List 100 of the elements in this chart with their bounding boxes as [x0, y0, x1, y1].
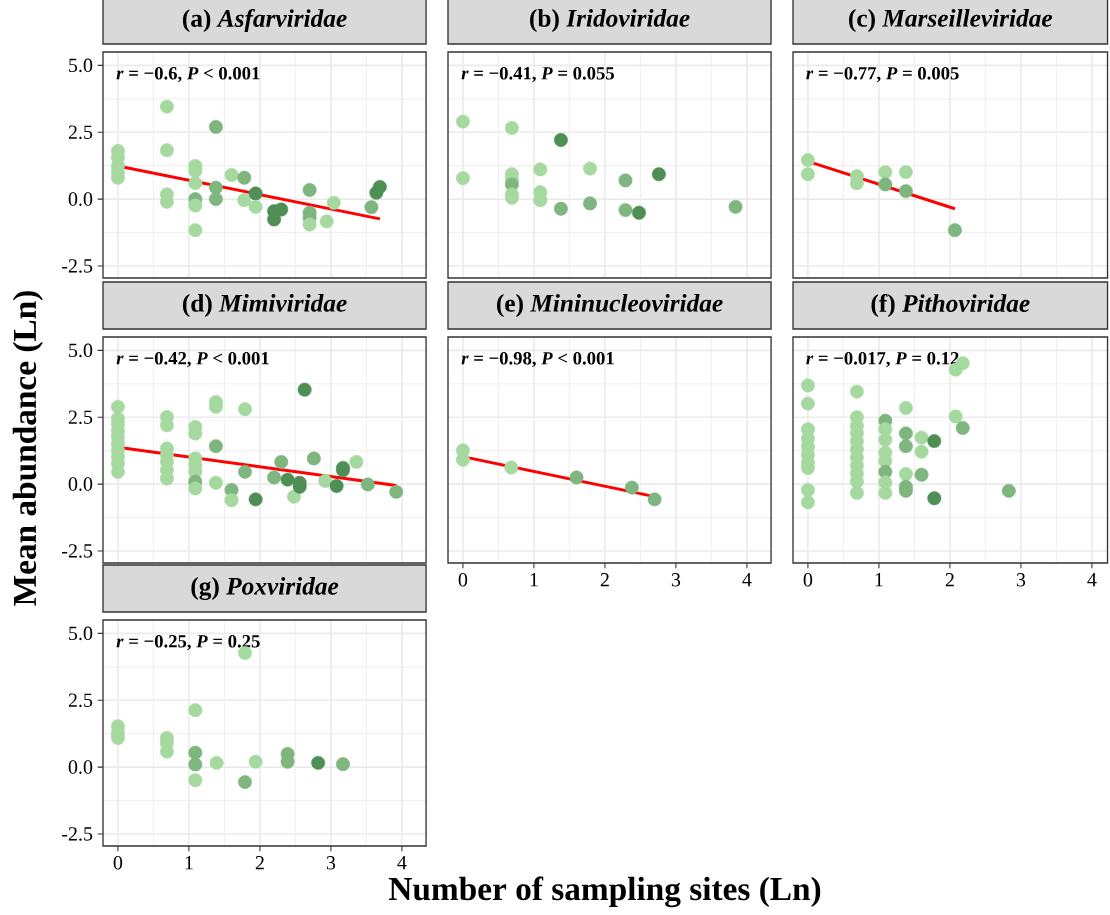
point [208, 180, 223, 195]
point [297, 382, 312, 397]
chart-title: (g) Poxviridae [191, 576, 339, 601]
point [267, 470, 282, 485]
point [800, 378, 815, 393]
point [553, 201, 568, 216]
y-tick-label: 5.0 [69, 626, 93, 641]
chart-title: (c) Marseilleviridae [849, 9, 1053, 32]
point [618, 203, 633, 218]
point [533, 162, 548, 177]
point [329, 479, 344, 493]
point [651, 167, 666, 182]
chart-title: (e) Mininucleoviridae [497, 294, 723, 317]
x-tick-label: 0 [113, 856, 123, 870]
point [878, 486, 893, 500]
point [948, 409, 963, 424]
y-tick-label: 5.0 [69, 343, 93, 358]
point [311, 755, 326, 770]
point [898, 184, 913, 199]
point [188, 703, 203, 718]
point [504, 121, 519, 135]
annotation: r = −0.017, P = 0.12 [806, 351, 959, 368]
point [624, 480, 639, 495]
point [302, 183, 317, 197]
chart-title: (a) Asfarviridae [182, 8, 347, 33]
point [914, 467, 929, 482]
point [372, 179, 387, 194]
point [800, 483, 815, 497]
point [188, 481, 203, 496]
point [224, 168, 239, 182]
point [878, 432, 893, 447]
x-tick-label: 3 [1016, 573, 1026, 587]
point [248, 199, 263, 214]
chart-title: (b) Iridoviridae [530, 9, 690, 32]
point [274, 454, 289, 469]
point [302, 217, 317, 232]
point [188, 773, 203, 788]
point [455, 114, 470, 129]
point [326, 195, 341, 210]
point [800, 495, 815, 510]
annotation: r = −0.77, P = 0.005 [806, 66, 959, 83]
point [927, 491, 942, 506]
point [898, 439, 913, 454]
x-tick-label: 4 [742, 573, 752, 587]
point [1001, 483, 1016, 498]
point [583, 196, 597, 211]
point [583, 161, 597, 176]
point [553, 133, 568, 147]
point [238, 402, 252, 417]
x-tick-label: 2 [255, 856, 264, 870]
point [209, 755, 224, 770]
x-tick-label: 3 [671, 573, 681, 587]
point [898, 426, 913, 441]
x-tick-label: 4 [397, 856, 407, 870]
y-tick-label: 2.5 [68, 125, 93, 140]
point [800, 167, 815, 182]
annotation: r = −0.25, P = 0.25 [116, 634, 260, 651]
point [364, 200, 379, 215]
point [800, 153, 815, 167]
y-tick-label: 0.0 [68, 760, 93, 774]
x-tick-label: 0 [803, 573, 813, 587]
point [208, 475, 223, 490]
y-tick-label: 5.0 [69, 58, 93, 73]
point [632, 205, 646, 220]
y-tick-label: -2.5 [62, 544, 93, 558]
annotation: r = −0.6, P < 0.001 [116, 66, 260, 83]
point [287, 489, 301, 504]
chart-title: (d) Mimiviridae [182, 294, 347, 317]
point [188, 745, 203, 760]
annotation: r = −0.41, P = 0.055 [461, 66, 614, 83]
point [849, 486, 864, 500]
point [280, 472, 295, 487]
x-tick-label: 4 [1087, 573, 1097, 587]
point [188, 223, 203, 238]
point [208, 192, 223, 207]
point [569, 470, 584, 485]
point [208, 119, 223, 134]
y-tick-label: 2.5 [68, 693, 93, 708]
annotation: r = −0.42, P < 0.001 [116, 351, 269, 368]
point [224, 493, 239, 508]
point [898, 165, 913, 180]
y-tick-label: -2.5 [62, 259, 93, 273]
x-tick-label: 2 [945, 573, 954, 587]
y-tick-label: 0.0 [68, 192, 93, 206]
point [237, 170, 252, 185]
x-tick-label: 0 [458, 573, 468, 587]
point [914, 430, 929, 445]
x-tick-label: 1 [185, 856, 193, 870]
y-tick-label: 2.5 [68, 410, 93, 425]
point [274, 202, 289, 217]
point [319, 214, 334, 229]
y-tick-label: -2.5 [62, 827, 93, 841]
point [248, 186, 263, 201]
point [504, 460, 519, 475]
point [898, 467, 913, 481]
point [728, 199, 743, 214]
x-tick-label: 3 [326, 856, 336, 870]
x-tick-label: 2 [600, 573, 609, 587]
point [360, 477, 375, 492]
point [238, 464, 252, 479]
